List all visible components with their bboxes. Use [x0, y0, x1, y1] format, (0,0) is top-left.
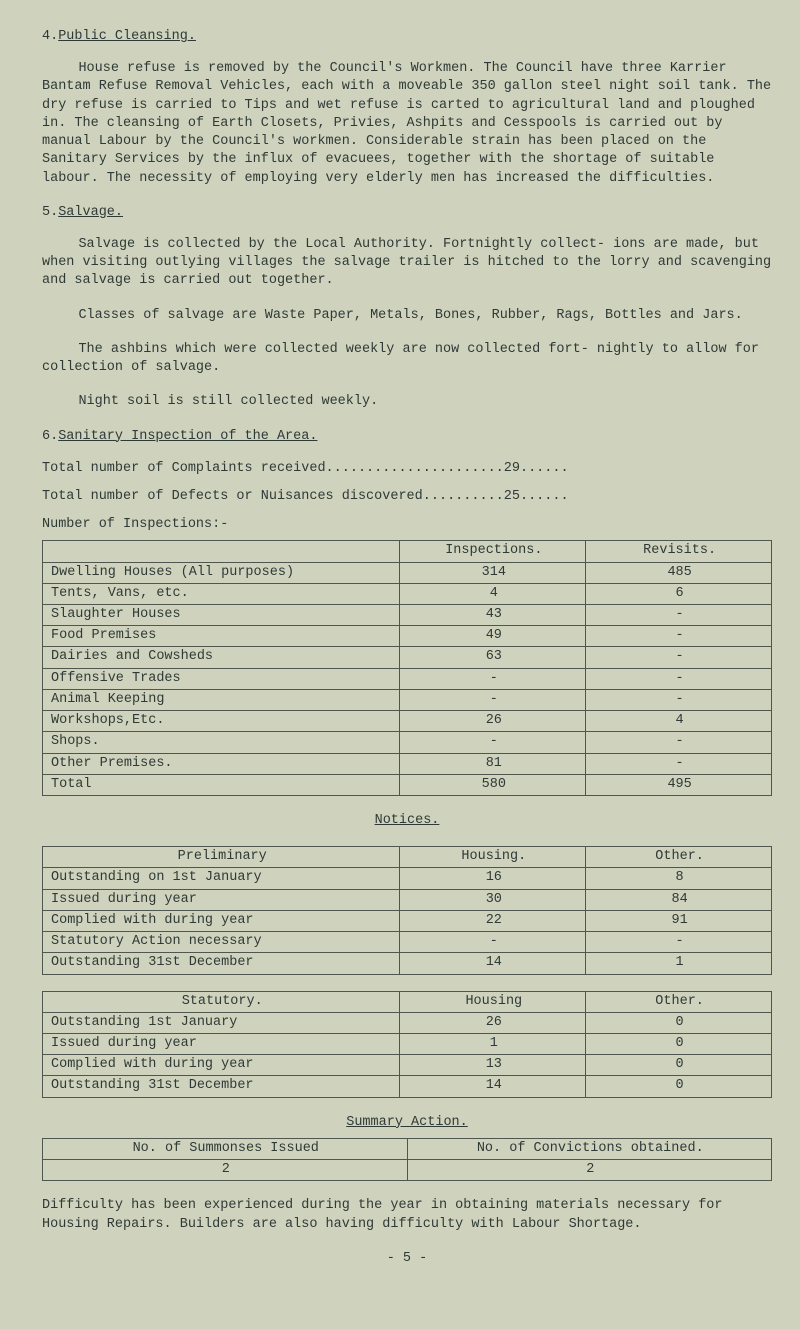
complaints-line: Total number of Complaints received.....…: [42, 460, 772, 478]
page-footer: - 5 -: [42, 1250, 772, 1268]
col-header: Housing.: [400, 847, 586, 868]
closing-para: Difficulty has been experienced during t…: [42, 1197, 772, 1233]
section-4-para-1: House refuse is removed by the Council's…: [42, 60, 772, 188]
table-row: Inspections. Revisits.: [43, 541, 772, 562]
section-4-title: Public Cleansing.: [58, 29, 196, 44]
col-header: Revisits.: [586, 541, 772, 562]
table-row: Other Premises.81-: [43, 753, 772, 774]
table-row: 2 2: [43, 1160, 772, 1181]
col-header: Inspections.: [400, 541, 586, 562]
notices-heading: Notices.: [42, 812, 772, 830]
table-row: Food Premises49-: [43, 626, 772, 647]
col-header: Housing: [400, 991, 586, 1012]
col-header: Statutory.: [43, 991, 400, 1012]
section-5-title: Salvage.: [58, 205, 123, 220]
defects-line: Total number of Defects or Nuisances dis…: [42, 488, 772, 506]
statutory-table: Statutory. Housing Other. Outstanding 1s…: [42, 991, 772, 1098]
section-6-heading: 6.Sanitary Inspection of the Area.: [42, 428, 772, 446]
section-5-number: 5.: [42, 204, 58, 222]
table-row: Outstanding 31st December140: [43, 1076, 772, 1097]
table-row: No. of Summonses Issued No. of Convictio…: [43, 1138, 772, 1159]
section-5-heading: 5.Salvage.: [42, 204, 772, 222]
section-5-para-4: Night soil is still collected weekly.: [42, 393, 772, 411]
section-4-number: 4.: [42, 28, 58, 46]
section-4-heading: 4.Public Cleansing.: [42, 28, 772, 46]
preliminary-table: Preliminary Housing. Other. Outstanding …: [42, 846, 772, 974]
inspections-line: Number of Inspections:-: [42, 516, 772, 534]
col-header: [43, 541, 400, 562]
inspections-table: Inspections. Revisits. Dwelling Houses (…: [42, 540, 772, 796]
table-row: Outstanding on 1st January168: [43, 868, 772, 889]
section-5-para-3: The ashbins which were collected weekly …: [42, 341, 772, 377]
table-row: Shops.--: [43, 732, 772, 753]
table-row: Statutory Action necessary--: [43, 932, 772, 953]
table-row: Statutory. Housing Other.: [43, 991, 772, 1012]
col-header: Other.: [586, 991, 772, 1012]
table-row: Tents, Vans, etc.46: [43, 583, 772, 604]
table-row: Outstanding 1st January260: [43, 1012, 772, 1033]
table-row: Animal Keeping--: [43, 689, 772, 710]
table-row: Complied with during year130: [43, 1055, 772, 1076]
summary-table: No. of Summonses Issued No. of Convictio…: [42, 1138, 772, 1181]
section-5-para-2: Classes of salvage are Waste Paper, Meta…: [42, 307, 772, 325]
summary-heading: Summary Action.: [42, 1114, 772, 1132]
table-row: Dairies and Cowsheds63-: [43, 647, 772, 668]
table-row: Dwelling Houses (All purposes)314485: [43, 562, 772, 583]
table-row: Outstanding 31st December141: [43, 953, 772, 974]
section-5-para-1: Salvage is collected by the Local Author…: [42, 236, 772, 291]
table-row: Issued during year10: [43, 1033, 772, 1054]
table-row: Workshops,Etc.264: [43, 711, 772, 732]
table-row: Preliminary Housing. Other.: [43, 847, 772, 868]
section-6-number: 6.: [42, 428, 58, 446]
col-header: Preliminary: [43, 847, 400, 868]
table-row: Total580495: [43, 774, 772, 795]
section-6-title: Sanitary Inspection of the Area.: [58, 429, 317, 444]
table-row: Issued during year3084: [43, 889, 772, 910]
table-row: Offensive Trades--: [43, 668, 772, 689]
col-header: No. of Summonses Issued: [43, 1138, 408, 1159]
col-header: No. of Convictions obtained.: [407, 1138, 772, 1159]
table-row: Slaughter Houses43-: [43, 605, 772, 626]
table-row: Complied with during year2291: [43, 910, 772, 931]
col-header: Other.: [586, 847, 772, 868]
